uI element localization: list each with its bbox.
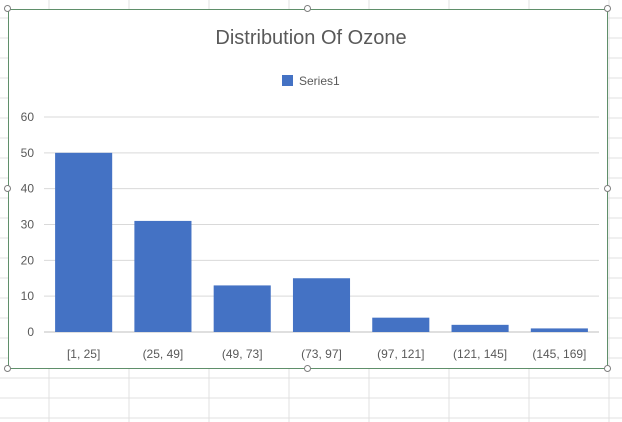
resize-handle-bottom-right[interactable] [604,365,611,372]
bars [55,152,588,332]
resize-handle-top-left[interactable] [4,5,11,12]
y-tick-label: 20 [21,253,35,267]
y-tick-label: 60 [21,110,35,124]
bar[interactable] [55,152,113,332]
x-tick-label: (73, 97] [301,347,342,361]
x-tick-label: (145, 169] [532,347,586,361]
bar-chart: Distribution Of Ozone Series1 0 10 20 30 40 5… [21,27,599,361]
legend: Series1 [282,74,340,88]
x-tick-label: (49, 73] [222,347,263,361]
x-tick-label: (25, 49] [143,347,184,361]
resize-handle-bottom-center[interactable] [304,365,311,372]
resize-handle-middle-right[interactable] [604,185,611,192]
y-tick-label: 0 [27,325,34,339]
x-tick-label: [1, 25] [67,347,100,361]
legend-swatch [282,75,293,86]
bar[interactable] [451,324,509,332]
chart-container[interactable]: Distribution Of Ozone Series1 0 10 20 30 40 5… [8,9,608,369]
y-tick-label: 10 [21,289,35,303]
resize-handle-bottom-left[interactable] [4,365,11,372]
bar[interactable] [292,278,351,332]
bar[interactable] [213,285,271,332]
y-tick-label: 50 [21,146,35,160]
bar[interactable] [530,328,588,332]
resize-handle-middle-left[interactable] [4,185,11,192]
bar[interactable] [372,317,430,332]
resize-handle-top-center[interactable] [304,5,311,12]
y-tick-label: 30 [21,218,35,232]
bar[interactable] [134,220,192,332]
resize-handle-top-right[interactable] [604,5,611,12]
chart-title: Distribution Of Ozone [215,27,406,49]
y-tick-label: 40 [21,182,35,196]
x-axis-ticks: [1, 25] (25, 49] (49, 73] (73, 97] (97, 121]… [67,347,586,361]
legend-label: Series1 [299,74,340,88]
y-axis-ticks: 0 10 20 30 40 50 60 [21,110,35,339]
x-tick-label: (97, 121] [377,347,424,361]
x-tick-label: (121, 145] [453,347,507,361]
